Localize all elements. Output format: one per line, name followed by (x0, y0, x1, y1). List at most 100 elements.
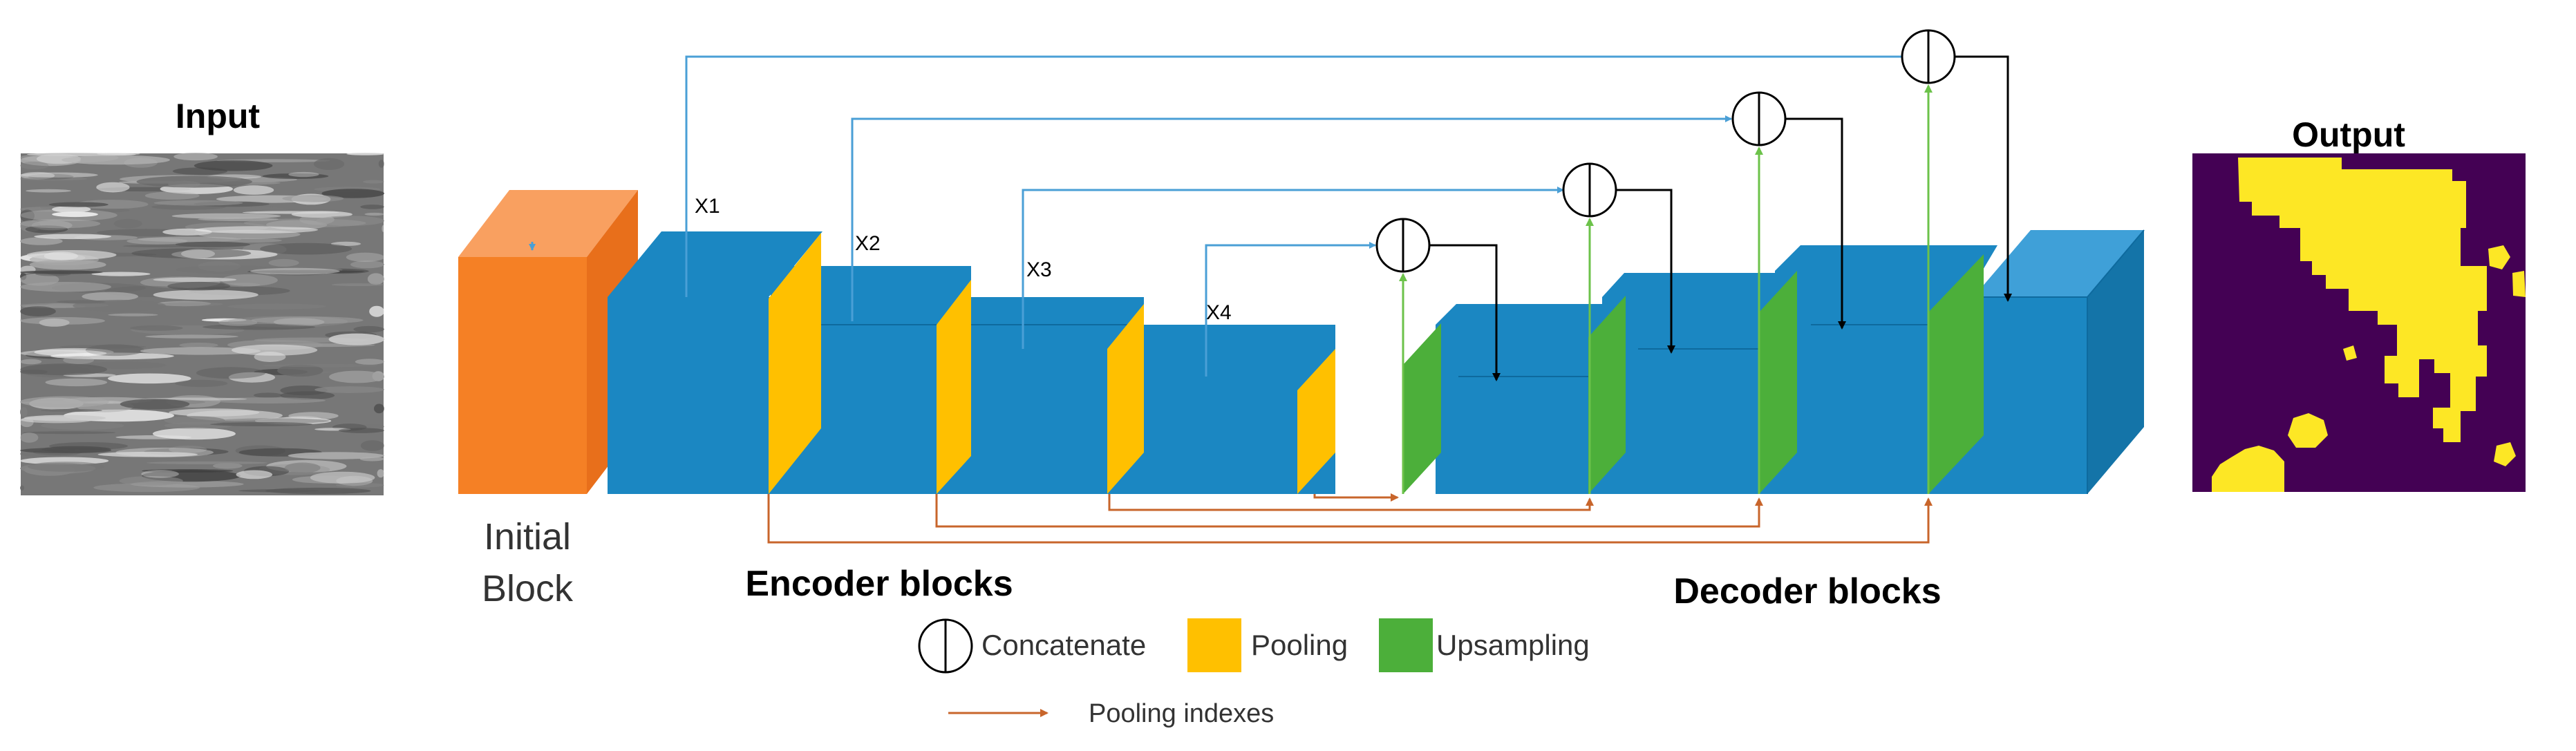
input-image-streak (41, 409, 102, 412)
input-image-streak (213, 463, 243, 469)
concat-out-arrow-2 (1785, 117, 1846, 330)
encoder-block-1 (608, 231, 822, 494)
input-image-streak (20, 162, 49, 170)
input-image-streak (44, 251, 78, 260)
input-image-streak (378, 160, 385, 168)
input-image-streak (20, 209, 35, 222)
input-image-streak (181, 249, 215, 258)
upsampling-face-4 (1403, 323, 1441, 494)
legend-upsampling-swatch (1379, 618, 1433, 672)
pooling-index-arrow-1 (767, 494, 1933, 544)
input-image-streak (20, 485, 24, 491)
input-image-streak (145, 334, 238, 339)
input-image-streak (20, 448, 112, 453)
input-image-streak (144, 191, 200, 200)
input-image-streak (282, 195, 344, 202)
concatenate-node-1 (1901, 29, 1956, 84)
input-image-streak (374, 403, 384, 414)
input-image-streak (41, 421, 124, 430)
input-image-streak (195, 226, 319, 234)
initial-block-label-line2: Block (482, 568, 574, 609)
input-image-streak (20, 237, 63, 245)
input-image-streak (198, 217, 279, 221)
input-image-streak (346, 153, 384, 155)
input-image-streak (218, 319, 258, 326)
input-image-streak (136, 175, 252, 188)
input-image-streak (288, 452, 384, 459)
input-image-streak (56, 300, 106, 304)
decoder-blocks-label: Decoder blocks (1673, 571, 1941, 611)
upsampling-face-3 (1588, 296, 1626, 494)
input-image-streak (52, 206, 91, 213)
input-image-streak (28, 462, 104, 472)
input-image-streak (158, 301, 211, 307)
input-image-streak (277, 364, 323, 377)
input-label: Input (176, 97, 261, 135)
skip-arrow-x2 (851, 115, 1732, 321)
concat-out-arrow-1 (1955, 55, 2012, 302)
input-image-streak (346, 252, 384, 262)
input-image-streak (292, 475, 359, 484)
legend-pooling-swatch (1187, 618, 1241, 672)
input-image-streak (158, 302, 223, 307)
input-image-streak (328, 333, 384, 345)
input-image-streak (153, 289, 258, 301)
legend-concatenate-label: Concatenate (981, 629, 1146, 661)
input-image-streak (196, 367, 266, 379)
input-image-streak (175, 241, 250, 247)
input-image-streak (203, 324, 316, 330)
input-image-streak (20, 273, 27, 281)
input-image-streak (175, 379, 228, 388)
input-image-streak (26, 189, 71, 193)
input-image-streak (113, 218, 142, 229)
input-image-streak (335, 482, 384, 488)
input-image-streak (236, 470, 273, 479)
pooling-index-arrow-3 (1108, 494, 1594, 511)
initial-block-label-line1: Initial (484, 516, 571, 558)
input-image-streak (198, 261, 241, 272)
input-image-streak (93, 483, 200, 493)
input-image-streak (364, 212, 384, 216)
input-image-streak (20, 396, 109, 408)
input-image-streak (273, 318, 325, 326)
legend-concatenate-icon (918, 618, 973, 674)
input-image-streak (250, 267, 340, 275)
input-image-streak (130, 325, 183, 331)
input-image-streak (96, 182, 130, 193)
input-image-streak (164, 416, 225, 425)
skip-label-x3: X3 (1026, 258, 1052, 281)
input-image-streak (233, 185, 274, 195)
input-image-streak (268, 258, 299, 267)
input-image-streak (20, 316, 105, 325)
input-image-streak (321, 189, 384, 198)
input-image-streak (227, 316, 348, 327)
input-image-streak (126, 238, 188, 245)
input-image-streak (141, 470, 179, 478)
input-image-streak (284, 462, 321, 473)
input-image-streak (171, 213, 281, 219)
input-image-streak (260, 243, 352, 255)
input-image-streak (142, 469, 234, 473)
skip-label-x2: X2 (855, 232, 881, 255)
input-image-streak (82, 292, 138, 301)
input-image-streak (382, 225, 384, 232)
input-image-streak (367, 273, 385, 285)
input-image-streak (253, 392, 283, 398)
concatenate-node-3 (1562, 162, 1617, 218)
input-image-streak (120, 399, 190, 410)
input-image-streak (227, 303, 326, 310)
input-image-streak (251, 316, 364, 324)
upsampling-face-2 (1759, 271, 1797, 494)
input-image-streak (20, 432, 39, 443)
pooling-face-3 (1107, 304, 1144, 494)
output-label: Output (2292, 115, 2405, 154)
input-image-streak (336, 475, 373, 486)
input-image-streak (360, 205, 384, 209)
input-image-streak (62, 155, 170, 165)
concat-out-arrow-4 (1429, 244, 1501, 381)
input-image-streak (119, 476, 183, 486)
input-image-streak (353, 325, 384, 333)
input-image-streak (228, 372, 275, 383)
input-image-streak (238, 489, 319, 493)
encoder-blocks-label: Encoder blocks (745, 564, 1013, 604)
